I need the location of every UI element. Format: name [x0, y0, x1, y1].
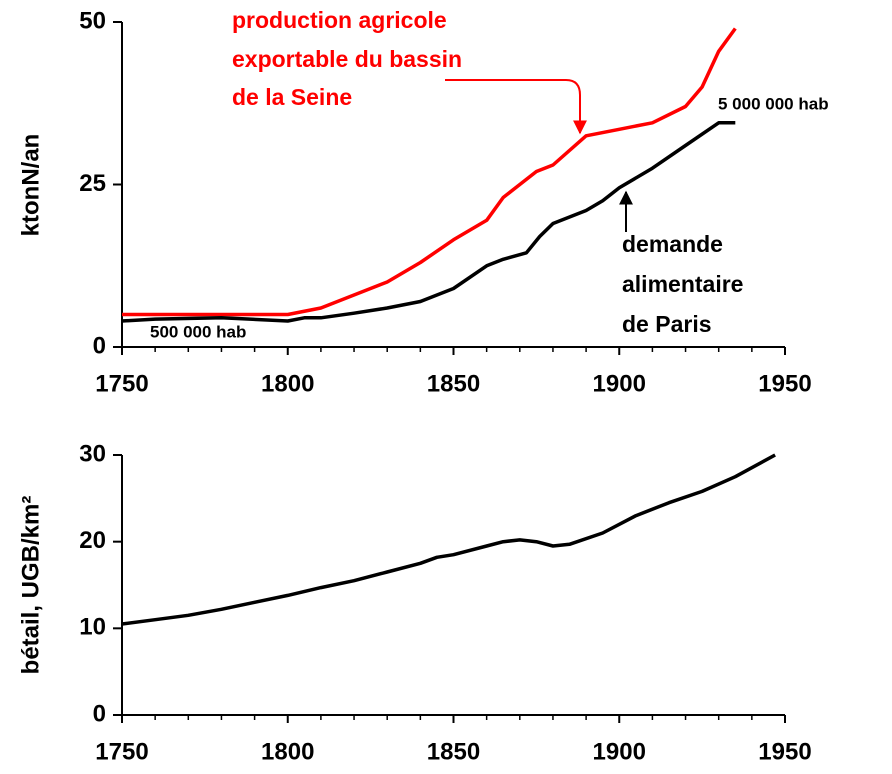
annotation: alimentaire: [622, 271, 743, 297]
annotation: 5 000 000 hab: [718, 94, 829, 113]
y-tick-label: 0: [93, 700, 106, 727]
annotation: exportable du bassin: [232, 46, 462, 72]
x-tick-label: 1900: [593, 370, 646, 397]
x-tick-label: 1750: [95, 370, 148, 397]
annotation: de Paris: [622, 311, 712, 337]
x-tick-label: 1950: [758, 738, 811, 765]
y-axis-label: bétail, UGB/km²: [17, 496, 44, 675]
y-tick-label: 20: [79, 527, 106, 554]
x-tick-label: 1850: [427, 370, 480, 397]
line-series: [122, 27, 737, 317]
annotation: de la Seine: [232, 84, 352, 110]
x-tick-label: 1800: [261, 370, 314, 397]
x-tick-label: 1850: [427, 738, 480, 765]
x-tick-label: 1900: [593, 738, 646, 765]
annotation: demande: [622, 231, 723, 257]
y-tick-label: 50: [79, 7, 106, 34]
y-tick-label: 10: [79, 614, 106, 641]
y-tick-label: 25: [79, 170, 106, 197]
y-tick-label: 30: [79, 440, 106, 467]
annotation-arrow: [445, 79, 587, 135]
y-tick-label: 0: [93, 332, 106, 359]
line-series: [121, 121, 736, 323]
line-series: [121, 453, 776, 626]
x-tick-label: 1950: [758, 370, 811, 397]
x-tick-label: 1750: [95, 738, 148, 765]
annotation: production agricole: [232, 7, 447, 33]
x-tick-label: 1800: [261, 738, 314, 765]
y-axis-label: ktonN/an: [17, 134, 44, 237]
annotation: 500 000 hab: [150, 322, 246, 341]
